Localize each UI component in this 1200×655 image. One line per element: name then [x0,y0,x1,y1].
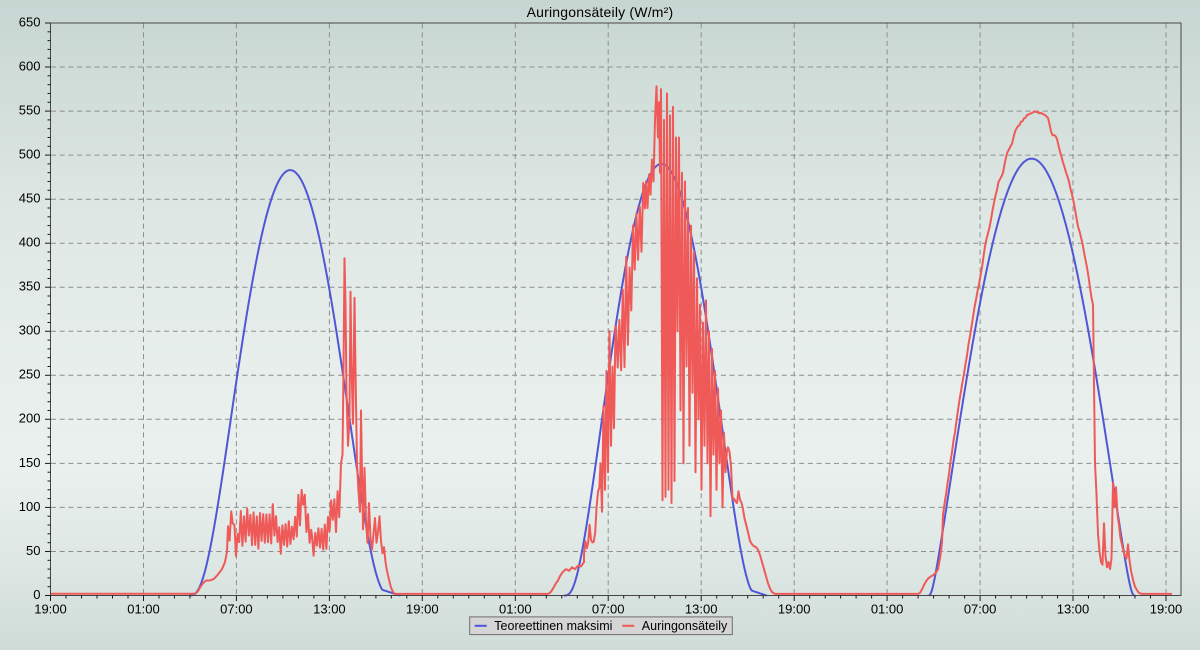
svg-text:Auringonsäteily (W/m²): Auringonsäteily (W/m²) [527,4,674,20]
svg-text:400: 400 [19,235,41,250]
svg-text:Auringonsäteily: Auringonsäteily [642,619,728,633]
svg-text:100: 100 [19,499,41,514]
svg-text:19:00: 19:00 [34,602,67,617]
svg-text:07:00: 07:00 [592,602,625,617]
svg-text:Teoreettinen maksimi: Teoreettinen maksimi [494,619,612,633]
svg-text:19:00: 19:00 [778,602,811,617]
svg-text:450: 450 [19,191,41,206]
svg-text:01:00: 01:00 [871,602,904,617]
svg-text:550: 550 [19,103,41,118]
svg-text:07:00: 07:00 [964,602,997,617]
svg-text:0: 0 [33,587,40,602]
svg-text:200: 200 [19,411,41,426]
svg-text:150: 150 [19,455,41,470]
svg-text:50: 50 [26,543,40,558]
svg-text:350: 350 [19,279,41,294]
svg-text:13:00: 13:00 [313,602,346,617]
svg-text:01:00: 01:00 [127,602,160,617]
svg-text:500: 500 [19,147,41,162]
svg-text:600: 600 [19,58,41,73]
svg-text:13:00: 13:00 [1057,602,1090,617]
svg-text:07:00: 07:00 [220,602,253,617]
svg-text:13:00: 13:00 [685,602,718,617]
svg-text:650: 650 [19,14,41,29]
svg-text:250: 250 [19,367,41,382]
svg-text:19:00: 19:00 [406,602,439,617]
svg-text:300: 300 [19,323,41,338]
svg-text:19:00: 19:00 [1150,602,1183,617]
svg-text:01:00: 01:00 [499,602,532,617]
